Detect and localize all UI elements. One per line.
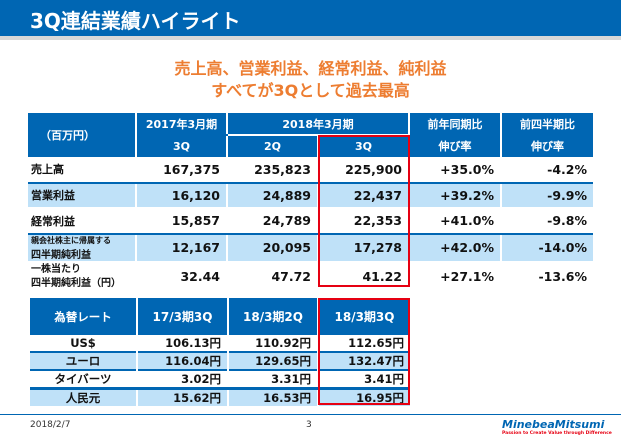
cell: -9.9% — [501, 182, 593, 209]
cell: 32.44 — [136, 261, 228, 291]
highlight-box-fx-3q — [318, 298, 410, 405]
cell: 16.95円 — [318, 388, 410, 406]
cell: +39.2% — [409, 182, 502, 209]
period-2017-header: 2017年3月期 — [136, 113, 228, 136]
fx-header: 為替レート — [30, 298, 138, 335]
cell: 16,120 — [136, 182, 228, 209]
page-number: 3 — [306, 420, 312, 430]
cell: -4.2% — [501, 157, 593, 184]
cell: 16.53円 — [228, 388, 319, 406]
currency: ユーロ — [30, 352, 138, 370]
col-2017-3q: 3Q — [136, 135, 228, 157]
cell: +41.0% — [409, 208, 502, 235]
table-row: 営業利益 16,120 24,889 22,437 +39.2% -9.9% — [28, 182, 593, 209]
cell: 3.31円 — [228, 370, 319, 389]
cell: 12,167 — [136, 233, 228, 263]
cell: 24,789 — [227, 208, 319, 235]
col-2018-2q: 2Q — [227, 135, 319, 157]
row-label-line-1: 一株当たり — [31, 263, 81, 275]
row-label: 親会社株主に帰属する 四半期純利益 — [28, 233, 137, 263]
cell: -14.0% — [501, 233, 593, 263]
highlight-box-3q — [318, 135, 410, 287]
footer-divider — [0, 414, 621, 415]
fx-header: 17/3期3Q — [137, 298, 229, 335]
cell: 235,823 — [227, 157, 319, 184]
cell: 110.92円 — [228, 335, 319, 352]
fx-header: 18/3期3Q — [318, 298, 410, 335]
headline: 売上高、営業利益、経常利益、純利益 すべてが3Qとして過去最高 — [0, 58, 621, 102]
logo-wordmark: MinebeaMitsumi — [502, 418, 605, 431]
cell: +35.0% — [409, 157, 502, 184]
cell: 3.41円 — [364, 372, 404, 386]
yoy-header-2: 伸び率 — [409, 135, 502, 157]
headline-line-2: すべてが3Qとして過去最高 — [211, 81, 410, 100]
table-row: 一株当たり 四半期純利益（円） 32.44 47.72 41.22 +27.1% … — [28, 261, 593, 291]
cell: 20,095 — [227, 233, 319, 263]
table-row: 売上高 167,375 235,823 225,900 +35.0% -4.2% — [28, 157, 593, 184]
currency: US$ — [30, 335, 138, 352]
row-label: 営業利益 — [28, 182, 137, 209]
fx-row: ユーロ 116.04円 129.65円 132.47円 — [30, 352, 410, 370]
logo-tagline: Passion to Create Value through Differen… — [502, 431, 612, 436]
company-logo: MinebeaMitsumi Passion to Create Value t… — [502, 418, 612, 436]
row-label: 経常利益 — [28, 208, 137, 235]
row-label: 売上高 — [28, 157, 137, 184]
cell: 47.72 — [227, 261, 319, 291]
cell: +42.0% — [409, 233, 502, 263]
cell: 112.65円 — [348, 336, 404, 350]
fx-rate-table: 為替レート 17/3期3Q 18/3期2Q 18/3期3Q US$ 106.13… — [30, 298, 410, 406]
cell: 15.62円 — [137, 388, 229, 406]
fx-header: 18/3期2Q — [228, 298, 319, 335]
cell: 116.04円 — [137, 352, 229, 370]
qoq-header-1: 前四半期比 — [501, 113, 593, 135]
table-row: 親会社株主に帰属する 四半期純利益 12,167 20,095 17,278 +4… — [28, 233, 593, 263]
title-divider — [0, 36, 621, 40]
cell: +27.1% — [409, 261, 502, 291]
cell: 15,857 — [136, 208, 228, 235]
unit-header: （百万円） — [28, 113, 137, 157]
cell: -13.6% — [538, 269, 587, 284]
row-label-line-1: 親会社株主に帰属する — [31, 235, 111, 245]
slide-title: 3Q連結業績ハイライト — [30, 9, 241, 33]
table-row: 経常利益 15,857 24,789 22,353 +41.0% -9.8% — [28, 208, 593, 235]
cell: 129.65円 — [228, 352, 319, 370]
footer-date: 2018/2/7 — [30, 420, 71, 430]
col-2018-3q: 3Q — [318, 135, 410, 157]
fx-row: US$ 106.13円 110.92円 112.65円 — [30, 335, 410, 352]
cell: 17,278 — [318, 233, 410, 263]
results-table: （百万円） 2017年3月期 2018年3月期 前年同期比 前四半期比 3Q 2… — [28, 113, 593, 291]
cell: 22,353 — [318, 208, 410, 235]
currency: タイバーツ — [30, 370, 138, 389]
row-label: 一株当たり四半期純利益（円） — [28, 261, 137, 291]
cell: 167,375 — [136, 157, 228, 184]
qoq-header-2: 伸び率 — [501, 135, 593, 157]
period-2018-header: 2018年3月期 — [227, 113, 410, 136]
yoy-header-1: 前年同期比 — [409, 113, 502, 135]
headline-line-1: 売上高、営業利益、経常利益、純利益 — [174, 59, 447, 78]
cell: 24,889 — [227, 182, 319, 209]
cell: 3.02円 — [137, 370, 229, 389]
fx-row: 人民元 15.62円 16.53円 16.95円 — [30, 388, 410, 406]
row-label-line-2: 四半期純利益（円） — [31, 277, 121, 289]
title-bar: 3Q連結業績ハイライト — [0, 0, 621, 36]
currency: 人民元 — [30, 388, 138, 406]
row-label-line-2: 四半期純利益 — [31, 249, 91, 261]
fx-row: タイバーツ 3.02円 3.31円 3.41円 — [30, 370, 410, 389]
cell: 106.13円 — [137, 335, 229, 352]
cell: 132.47円 — [318, 352, 410, 370]
cell: -9.8% — [501, 208, 593, 235]
